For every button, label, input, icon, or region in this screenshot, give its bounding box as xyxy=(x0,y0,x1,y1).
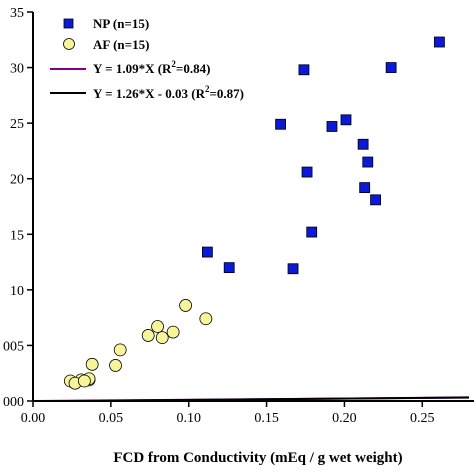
af-point xyxy=(179,299,193,312)
af-point xyxy=(141,329,155,342)
np-point xyxy=(362,156,374,168)
af-point xyxy=(155,331,169,345)
y-tick-label: 000 xyxy=(3,395,24,410)
af-point xyxy=(151,320,164,333)
np-point xyxy=(298,64,310,76)
axes-layer xyxy=(32,12,474,402)
data-points-layer xyxy=(63,36,445,390)
np-point xyxy=(359,182,371,194)
legend-fit2-text-end: =0.87) xyxy=(210,86,245,101)
y-tick-label: 15 xyxy=(10,228,24,243)
y-tick-label: 35 xyxy=(10,6,24,21)
np-point xyxy=(287,263,299,275)
legend-np-marker xyxy=(63,18,74,29)
np-point xyxy=(301,166,313,178)
x-axis-label: FCD from Conductivity (mEq / g wet weigh… xyxy=(113,450,402,466)
legend-af-marker xyxy=(63,38,75,50)
ticks-layer: 0.00 0.05 0.10 0.15 0.20 0.25 000 005 10 15 20 25 30… xyxy=(3,6,435,426)
np-point xyxy=(201,246,213,258)
y-tick-label: 25 xyxy=(10,117,24,132)
np-point xyxy=(357,138,369,150)
legend-fit2-superscript: 2 xyxy=(205,84,210,94)
x-tick-label: 0.05 xyxy=(99,411,124,426)
np-point xyxy=(326,121,338,132)
af-point xyxy=(77,374,91,388)
legend-fit2-label: Y = 1.26*X - 0.03 (R2=0.87) xyxy=(93,84,244,101)
legend-fit1-text-end: =0.84) xyxy=(176,61,211,76)
np-point xyxy=(306,226,318,238)
y-tick-label: 10 xyxy=(10,284,24,299)
np-point xyxy=(340,114,352,126)
legend-fit1-text: Y = 1.09*X (R xyxy=(93,61,172,76)
legend-fit1-label: Y = 1.09*X (R2=0.84) xyxy=(93,59,210,76)
af-point xyxy=(166,325,180,339)
legend-fit2-text: Y = 1.26*X - 0.03 (R xyxy=(93,86,206,101)
af-point xyxy=(85,357,99,371)
legend-af-label: AF (n=15) xyxy=(93,37,149,52)
y-tick-label: 005 xyxy=(3,339,24,354)
y-tick-label: 20 xyxy=(10,173,24,188)
np-point xyxy=(223,262,235,274)
legend-np-label: NP (n=15) xyxy=(93,16,149,31)
x-tick-label: 0.20 xyxy=(332,411,357,426)
y-tick-label: 30 xyxy=(10,62,24,77)
x-tick-label: 0.25 xyxy=(410,411,435,426)
legend-fit1-superscript: 2 xyxy=(171,59,176,69)
np-point xyxy=(275,118,286,130)
x-tick-label: 0.00 xyxy=(21,411,46,426)
af-point xyxy=(109,359,122,372)
np-point xyxy=(370,194,381,206)
np-point xyxy=(385,62,397,73)
x-tick-label: 0.10 xyxy=(176,411,201,426)
af-point xyxy=(199,312,213,326)
np-point xyxy=(434,36,445,48)
af-point xyxy=(113,343,127,357)
legend: NP (n=15) AF (n=15) Y = 1.09*X (R2=0.84)… xyxy=(50,16,244,101)
x-tick-label: 0.15 xyxy=(254,411,279,426)
